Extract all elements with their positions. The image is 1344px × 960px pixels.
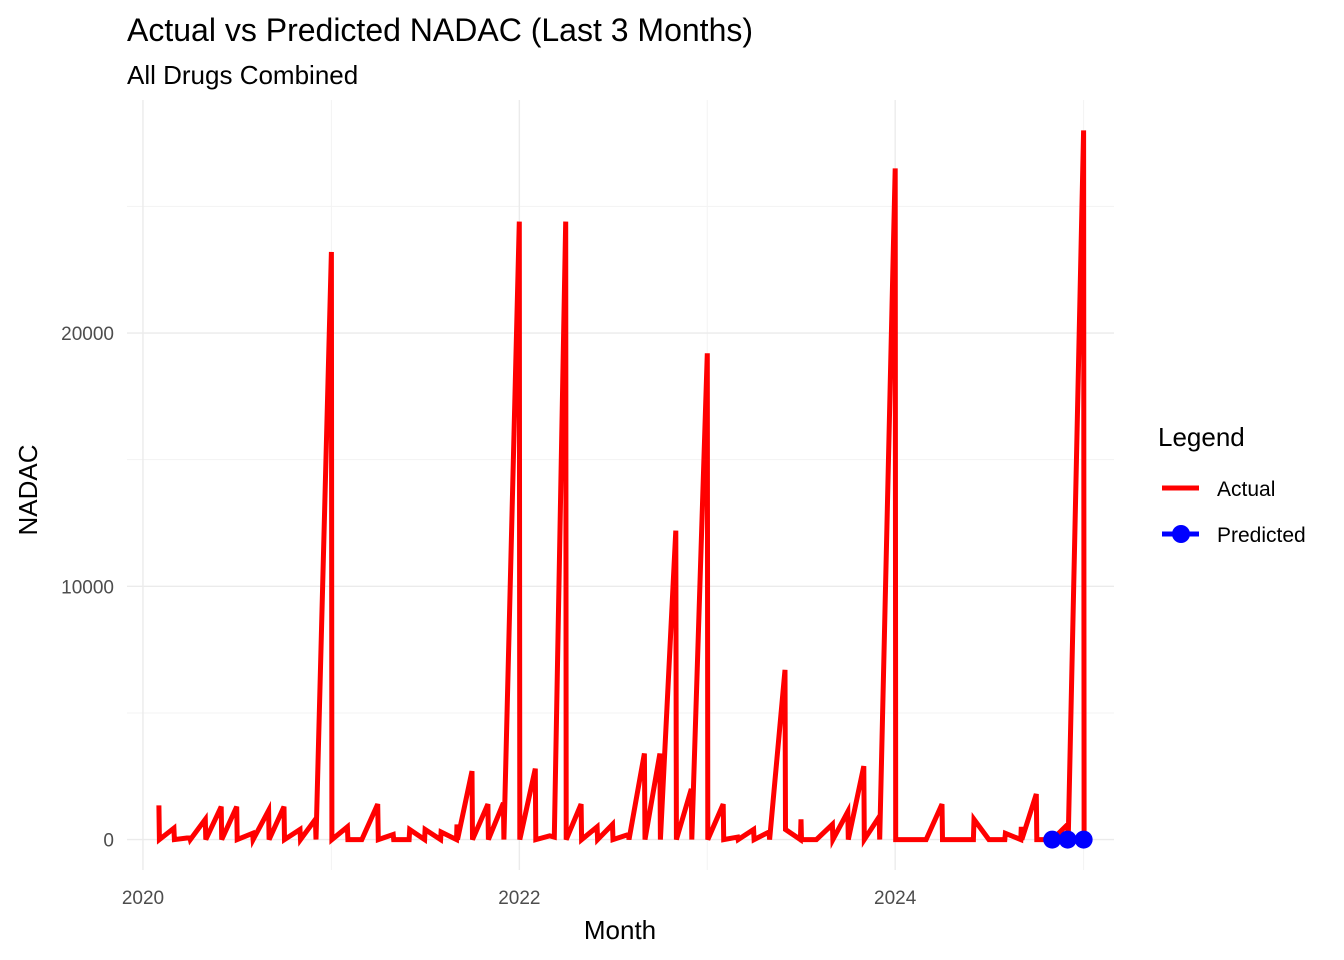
- legend-title: Legend: [1158, 422, 1245, 452]
- predicted-point: [1074, 830, 1093, 849]
- x-tick-label: 2024: [874, 888, 917, 909]
- legend-item-predicted: Predicted: [1162, 524, 1306, 547]
- plot-series: [156, 130, 1093, 850]
- predicted-point: [1058, 830, 1077, 849]
- legend-label-actual: Actual: [1217, 478, 1275, 501]
- axis-ticks: 2020 2022 2024 0 10000 20000: [61, 324, 917, 909]
- predicted-point: [1043, 830, 1062, 849]
- chart-subtitle: All Drugs Combined: [127, 60, 358, 90]
- series-line-actual: [156, 130, 1087, 850]
- major-gridlines: [127, 100, 1114, 870]
- legend-label-predicted: Predicted: [1217, 524, 1306, 547]
- y-axis-title: NADAC: [13, 444, 43, 535]
- legend-key-predicted-point: [1172, 525, 1190, 543]
- chart-title: Actual vs Predicted NADAC (Last 3 Months…: [127, 12, 753, 48]
- legend: Legend Actual Predicted: [1158, 422, 1306, 547]
- x-axis-title: Month: [584, 915, 656, 945]
- y-tick-label: 0: [103, 831, 114, 852]
- x-tick-label: 2020: [122, 888, 164, 909]
- x-tick-label: 2022: [498, 888, 540, 909]
- y-tick-label: 20000: [61, 324, 114, 345]
- minor-gridlines: [127, 100, 1114, 870]
- legend-item-actual: Actual: [1162, 478, 1275, 501]
- y-tick-label: 10000: [61, 577, 114, 598]
